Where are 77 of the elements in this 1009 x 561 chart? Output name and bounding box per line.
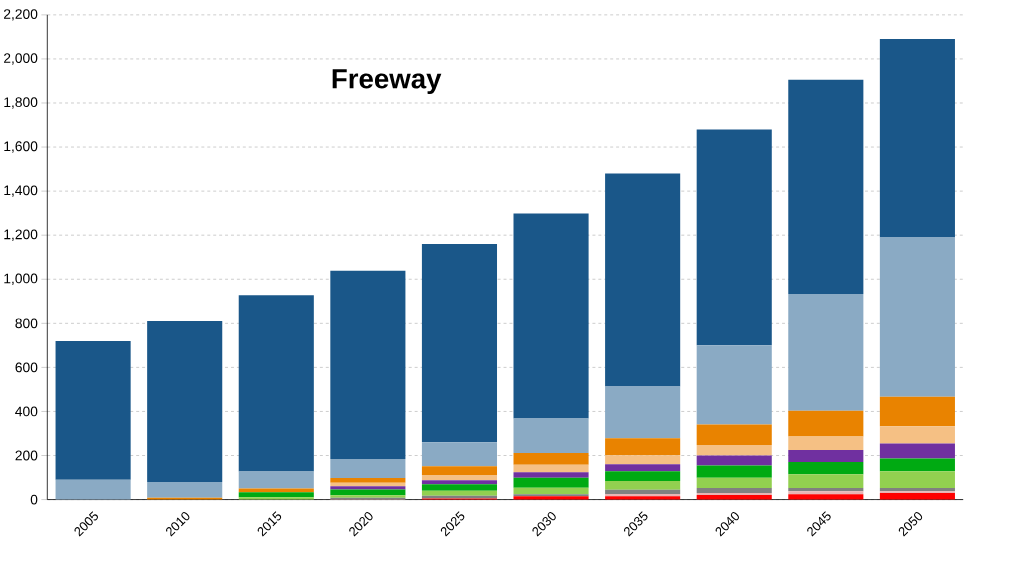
- y-tick-label: 1,600: [4, 141, 38, 153]
- bar: [238, 497, 314, 500]
- bar: [788, 494, 864, 500]
- bar: [513, 213, 589, 419]
- bar: [879, 39, 955, 238]
- bar: [879, 396, 955, 427]
- bar: [879, 443, 955, 459]
- bar: [147, 321, 223, 482]
- y-tick-label: 200: [15, 450, 38, 461]
- bar: [696, 477, 772, 488]
- bar: [330, 459, 406, 478]
- bar: [696, 494, 772, 500]
- bar: [513, 477, 589, 488]
- bar: [696, 444, 772, 456]
- bar: [421, 466, 498, 476]
- bar: [513, 487, 589, 495]
- bar: [55, 479, 131, 500]
- bar: [55, 340, 131, 480]
- bar: [879, 492, 955, 500]
- bar: [238, 471, 314, 489]
- bar: [696, 487, 772, 493]
- text: Freeway: [332, 69, 442, 94]
- bar: [605, 481, 681, 490]
- bar: [238, 492, 314, 498]
- bar: [513, 453, 589, 465]
- bar: [330, 489, 406, 496]
- bar: [879, 487, 955, 492]
- bar: [147, 481, 223, 498]
- bar: [605, 471, 681, 482]
- bar: [788, 474, 864, 488]
- y-tick-label: 2,200: [4, 9, 38, 21]
- bar: [605, 386, 681, 439]
- bar: [513, 418, 589, 454]
- bar: [696, 455, 772, 466]
- bar: [788, 294, 864, 411]
- bar: [605, 173, 681, 387]
- bar: [879, 426, 955, 444]
- bar: [330, 486, 406, 490]
- y-tick-label: 800: [15, 318, 38, 329]
- bar: [330, 270, 406, 460]
- bar: [605, 464, 681, 472]
- bar: [605, 455, 681, 465]
- bar: [696, 345, 772, 425]
- bar: [696, 465, 772, 478]
- bar: [421, 243, 498, 443]
- bar: [605, 489, 681, 495]
- bar: [788, 487, 864, 492]
- bar: [513, 472, 589, 478]
- bar: [788, 449, 864, 462]
- bar: [788, 436, 864, 450]
- bar: [696, 129, 772, 346]
- y-tick-label: 1,800: [4, 97, 38, 109]
- bar: [238, 295, 314, 472]
- y-tick-label: 1,000: [4, 273, 38, 285]
- bar: [696, 424, 772, 445]
- bar: [513, 464, 589, 473]
- bar: [421, 490, 498, 496]
- bar: [421, 475, 498, 481]
- bar: [421, 442, 498, 467]
- bar: [788, 410, 864, 437]
- bar: [788, 461, 864, 475]
- bar: [421, 480, 498, 485]
- bar: [879, 458, 955, 472]
- y-tick-label: 1,200: [4, 229, 38, 241]
- y-tick-label: 1,400: [4, 185, 38, 197]
- bar: [605, 438, 681, 456]
- bar: [788, 491, 864, 495]
- y-tick-label: 600: [15, 362, 38, 373]
- y-tick-label: 0: [30, 494, 38, 505]
- bar: [788, 79, 864, 294]
- bar: [330, 482, 406, 487]
- bar: [879, 237, 955, 397]
- bar: [330, 477, 406, 483]
- y-tick-label: 400: [15, 406, 38, 417]
- bar: [879, 471, 955, 488]
- bar: [421, 484, 498, 491]
- y-tick-label: 2,000: [4, 53, 38, 65]
